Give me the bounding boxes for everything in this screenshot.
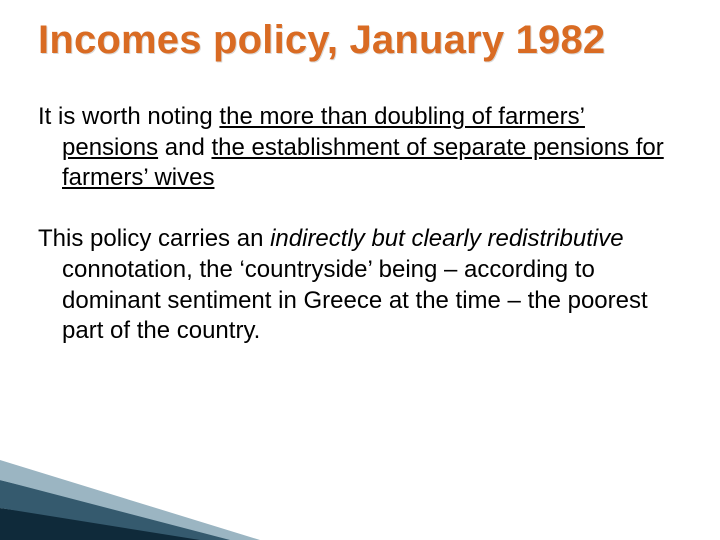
p2-run3: connotation, the ‘countryside’ being – a… [62, 256, 648, 344]
decor-wedge-mid [0, 480, 245, 540]
p2-run1: This policy carries an [38, 225, 270, 252]
decor-wedge-light [0, 460, 260, 540]
p1-run3: and [165, 134, 212, 161]
corner-decoration [0, 450, 320, 540]
paragraph-1: It is worth noting the more than doublin… [38, 102, 672, 194]
paragraph-2: This policy carries an indirectly but cl… [38, 224, 672, 347]
slide-body: It is worth noting the more than doublin… [38, 102, 672, 377]
slide-title: Incomes policy, January 1982 [38, 18, 690, 62]
p1-run1: It is worth noting [38, 103, 219, 130]
slide: Incomes policy, January 1982 It is worth… [0, 0, 720, 540]
decor-wedge-dark [0, 508, 230, 540]
p2-run2-italic: indirectly but clearly redistributive [270, 225, 623, 252]
